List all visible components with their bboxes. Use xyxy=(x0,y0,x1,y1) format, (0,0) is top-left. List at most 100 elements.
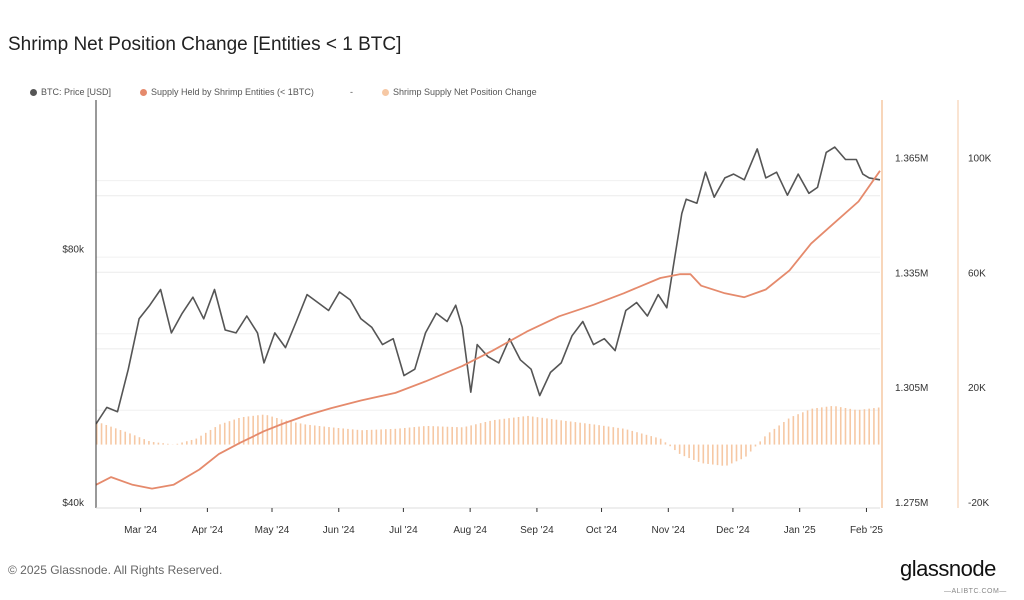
net-position-change-bar xyxy=(100,423,103,445)
net-position-change-bar xyxy=(726,444,728,466)
net-position-change-bar xyxy=(456,427,458,445)
net-position-change-bar xyxy=(328,427,330,445)
net-position-change-bar xyxy=(204,432,207,445)
x-tick-label: May '24 xyxy=(255,525,290,536)
net-position-change-bar xyxy=(479,423,482,445)
net-position-change-bar xyxy=(389,429,392,445)
net-position-change-bar xyxy=(413,427,416,445)
net-position-change-bar xyxy=(186,441,188,445)
legend-label: BTC: Price [USD] xyxy=(41,87,112,97)
x-tick-label: Apr '24 xyxy=(192,525,224,536)
chart-title: Shrimp Net Position Change [Entities < 1… xyxy=(8,34,402,55)
copyright-footer: © 2025 Glassnode. All Rights Reserved. xyxy=(8,563,223,577)
net-position-change-bar xyxy=(148,441,150,445)
net-position-change-bar xyxy=(835,406,837,445)
net-position-change-bar xyxy=(404,427,406,445)
net-position-change-bar xyxy=(778,425,780,445)
net-position-change-bar xyxy=(214,427,217,445)
x-tick-label: Jul '24 xyxy=(389,525,418,536)
legend-dot-icon xyxy=(30,89,37,96)
change-tick-label: 20K xyxy=(968,383,986,394)
x-tick-label: Sep '24 xyxy=(520,525,554,536)
net-position-change-bar xyxy=(309,424,311,445)
net-position-change-bar xyxy=(271,416,273,445)
net-position-change-bar xyxy=(399,428,401,445)
change-tick-label: 100K xyxy=(968,153,992,164)
supply-tick-label: 1.365M xyxy=(895,153,928,164)
net-position-change-bar xyxy=(105,424,108,445)
net-position-change-bar xyxy=(223,422,226,445)
net-position-change-bar xyxy=(621,428,624,445)
supply-tick-label: 1.305M xyxy=(895,383,928,394)
net-position-change-bar xyxy=(863,409,866,445)
net-position-change-bar xyxy=(261,414,264,445)
net-position-change-bar xyxy=(129,433,131,445)
net-position-change-bar xyxy=(674,444,676,451)
net-position-change-bar xyxy=(290,421,292,445)
net-position-change-bar xyxy=(119,430,122,445)
shrimp-supply-line xyxy=(95,170,881,490)
net-position-change-bar xyxy=(441,426,444,445)
net-position-change-bar xyxy=(446,426,449,445)
net-position-change-bar xyxy=(531,416,534,445)
net-position-change-bar xyxy=(252,415,254,445)
net-position-change-bar xyxy=(422,426,425,445)
x-tick-label: Mar '24 xyxy=(124,525,157,536)
net-position-change-bar xyxy=(257,415,259,445)
net-position-change-bar xyxy=(825,406,828,445)
net-position-change-bar xyxy=(645,434,648,445)
net-position-change-bar xyxy=(693,444,695,460)
net-position-change-bar xyxy=(408,427,411,445)
net-position-change-bar xyxy=(683,444,686,457)
net-position-change-bar xyxy=(565,420,567,445)
net-position-change-bar xyxy=(465,426,468,445)
net-position-change-bar xyxy=(385,429,387,445)
net-position-change-bar xyxy=(437,426,439,445)
legend-label: Shrimp Supply Net Position Change xyxy=(393,87,537,97)
net-position-change-bar xyxy=(351,429,354,445)
net-position-change-bar xyxy=(370,429,373,445)
net-position-change-bar xyxy=(451,426,453,445)
btc-price-line xyxy=(95,146,881,425)
net-position-change-bar xyxy=(114,428,117,445)
legend-item-btc-price[interactable]: BTC: Price [USD] xyxy=(30,87,111,97)
change-tick-label: -20K xyxy=(968,498,989,509)
x-tick-label: Oct '24 xyxy=(586,525,618,536)
tick-labels: Mar '24 Apr '24 May '24 Jun '24 Jul '24 Aug '… xyxy=(62,153,991,536)
net-position-change-bars xyxy=(96,406,880,466)
net-position-change-bar xyxy=(219,424,221,445)
net-position-change-bar xyxy=(816,407,818,445)
net-position-change-bar xyxy=(735,444,738,462)
net-position-change-bar xyxy=(555,419,558,445)
net-position-change-bar xyxy=(110,426,112,445)
gridlines xyxy=(96,180,880,411)
net-position-change-bar xyxy=(759,441,761,445)
net-position-change-bar xyxy=(569,421,572,445)
legend-item-shrimp-supply[interactable]: Supply Held by Shrimp Entities (< 1BTC) xyxy=(140,87,314,97)
net-position-change-bar xyxy=(190,439,193,445)
net-position-change-bar xyxy=(617,427,619,445)
legend-item-net-position-change[interactable]: Shrimp Supply Net Position Change xyxy=(382,87,537,97)
net-position-change-bar xyxy=(536,417,539,445)
net-position-change-bar xyxy=(749,444,752,452)
net-position-change-bar xyxy=(839,407,842,445)
net-position-change-bar xyxy=(598,425,600,445)
price-tick-label: $40k xyxy=(62,498,85,509)
net-position-change-bar xyxy=(494,419,496,445)
net-position-change-bar xyxy=(143,439,145,445)
net-position-change-bar xyxy=(299,423,302,445)
net-position-change-bar xyxy=(157,442,160,445)
watermark-text: —ALIBTC.COM— xyxy=(944,588,1007,595)
net-position-change-bar xyxy=(574,422,577,445)
net-position-change-bar xyxy=(347,428,349,445)
net-position-change-bar xyxy=(612,427,615,445)
net-position-change-bar xyxy=(588,423,591,445)
net-position-change-bar xyxy=(380,429,382,445)
net-position-change-bar xyxy=(247,416,250,445)
net-position-change-bar xyxy=(475,424,477,445)
net-position-change-bar xyxy=(124,431,127,445)
legend-dot-icon xyxy=(382,89,389,96)
net-position-change-bar xyxy=(276,417,278,445)
net-position-change-bar xyxy=(820,407,823,445)
net-position-change-bar xyxy=(640,433,643,445)
